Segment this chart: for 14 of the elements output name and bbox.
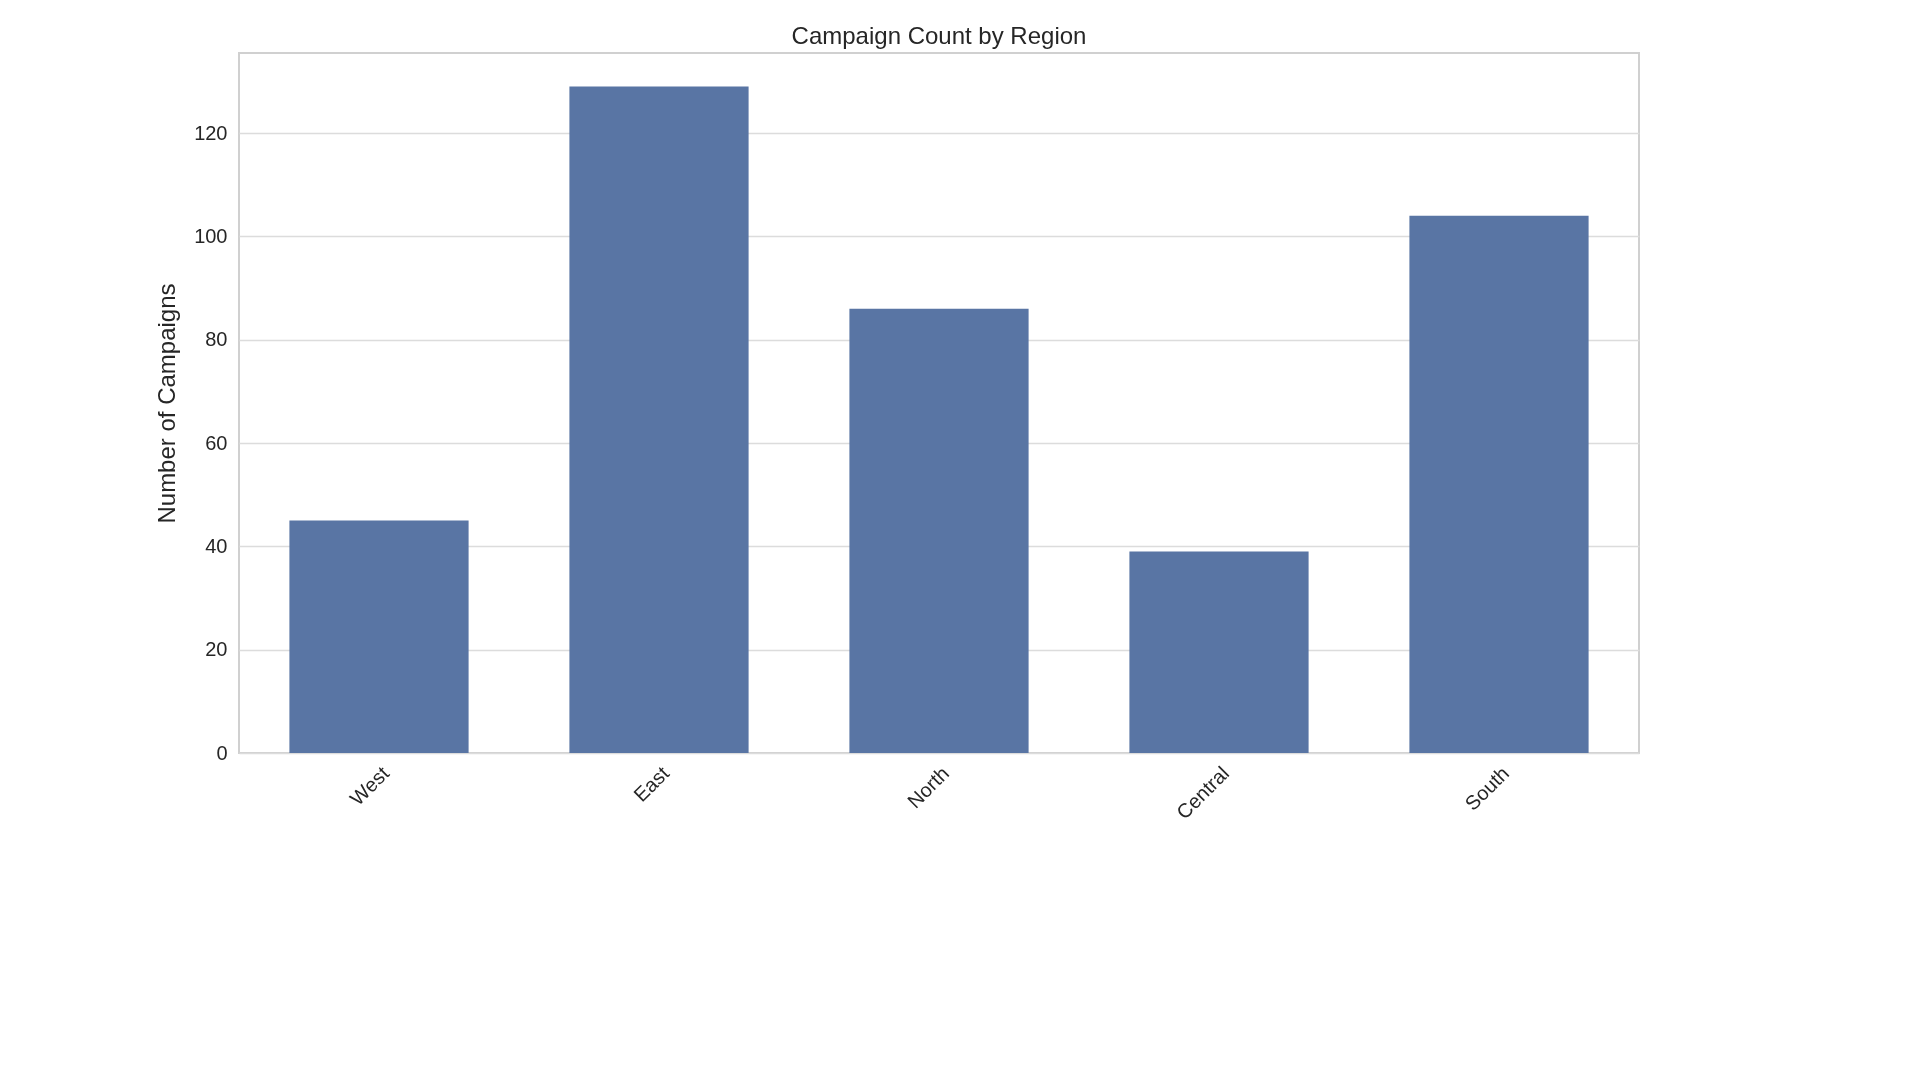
y-tick-label: 80 <box>205 328 228 351</box>
y-tick-label: 40 <box>205 534 228 557</box>
bar <box>289 520 469 753</box>
y-tick-label: 100 <box>194 224 228 247</box>
y-axis-title: Number of Campaigns <box>153 283 181 524</box>
bar <box>1129 551 1309 753</box>
bar <box>849 308 1029 753</box>
bar <box>569 86 749 753</box>
y-tick-label: 60 <box>205 431 228 454</box>
chart-title: Campaign Count by Region <box>791 22 1087 49</box>
y-tick-label: 120 <box>194 121 228 144</box>
y-tick-label: 20 <box>205 638 228 661</box>
y-tick-label: 0 <box>216 741 228 764</box>
bar <box>1409 215 1589 753</box>
